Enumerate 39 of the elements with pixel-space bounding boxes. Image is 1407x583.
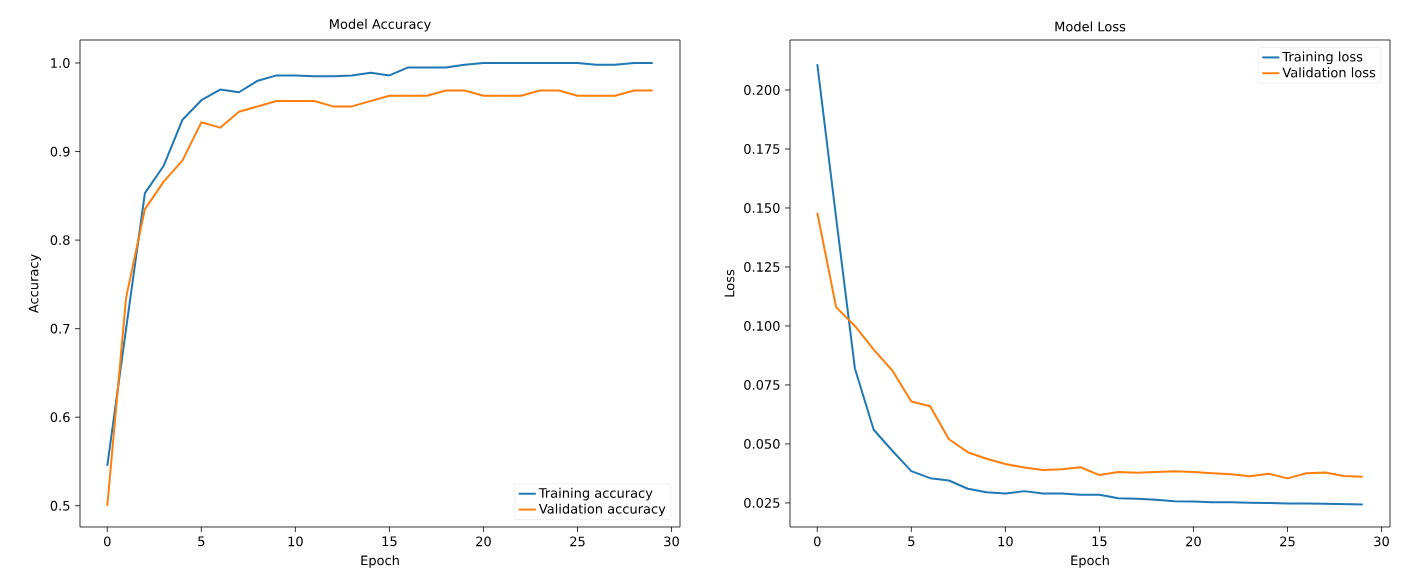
y-tick-label: 0.025 bbox=[744, 498, 780, 508]
x-tick-label: 30 bbox=[1374, 536, 1389, 547]
y-tick-label: 1.0 bbox=[51, 58, 70, 68]
y-tick-label: 0.125 bbox=[744, 262, 780, 272]
x-axis-title: Epoch bbox=[361, 555, 399, 568]
y-tick-label: 0.150 bbox=[744, 203, 780, 213]
line-series bbox=[816, 211, 1364, 480]
x-tick-label: 0 bbox=[104, 536, 111, 547]
x-tick-label: 5 bbox=[908, 536, 915, 547]
x-axis-title: Epoch bbox=[1071, 555, 1109, 568]
x-tick-label: 25 bbox=[570, 536, 585, 547]
chart-title: Model Accuracy bbox=[330, 18, 431, 32]
legend-label: Training accuracy bbox=[538, 487, 653, 501]
x-tick-label: 15 bbox=[1092, 536, 1107, 547]
y-tick-label: 0.175 bbox=[744, 144, 780, 154]
y-tick-label: 0.5 bbox=[50, 500, 70, 511]
y-tick-label: 0.9 bbox=[50, 146, 70, 157]
x-tick-label: 0 bbox=[814, 536, 821, 547]
x-tick-label: 20 bbox=[476, 536, 491, 547]
x-tick-label: 20 bbox=[1186, 536, 1201, 547]
y-axis-title: Accuracy bbox=[28, 254, 41, 314]
y-tick-label: 0.050 bbox=[744, 439, 780, 449]
y-tick-label: 0.200 bbox=[744, 85, 780, 95]
x-tick-label: 15 bbox=[382, 536, 397, 547]
y-tick-label: 0.075 bbox=[744, 380, 780, 390]
x-tick-label: 5 bbox=[198, 536, 205, 547]
x-tick-label: 10 bbox=[998, 536, 1013, 547]
y-axis-title: Loss bbox=[724, 269, 735, 297]
x-tick-label: 25 bbox=[1280, 536, 1295, 547]
legend-label: Validation loss bbox=[1282, 67, 1376, 78]
chart-title: Model Loss bbox=[1055, 21, 1126, 32]
y-tick-label: 0.7 bbox=[50, 323, 70, 334]
legend-label: Validation accuracy bbox=[538, 503, 666, 517]
x-tick-label: 30 bbox=[664, 536, 679, 547]
x-tick-label: 10 bbox=[288, 536, 303, 547]
y-tick-label: 0.100 bbox=[744, 321, 780, 331]
y-tick-label: 0.6 bbox=[50, 412, 70, 423]
legend-label: Training loss bbox=[1282, 51, 1363, 65]
y-tick-label: 0.8 bbox=[50, 235, 70, 246]
